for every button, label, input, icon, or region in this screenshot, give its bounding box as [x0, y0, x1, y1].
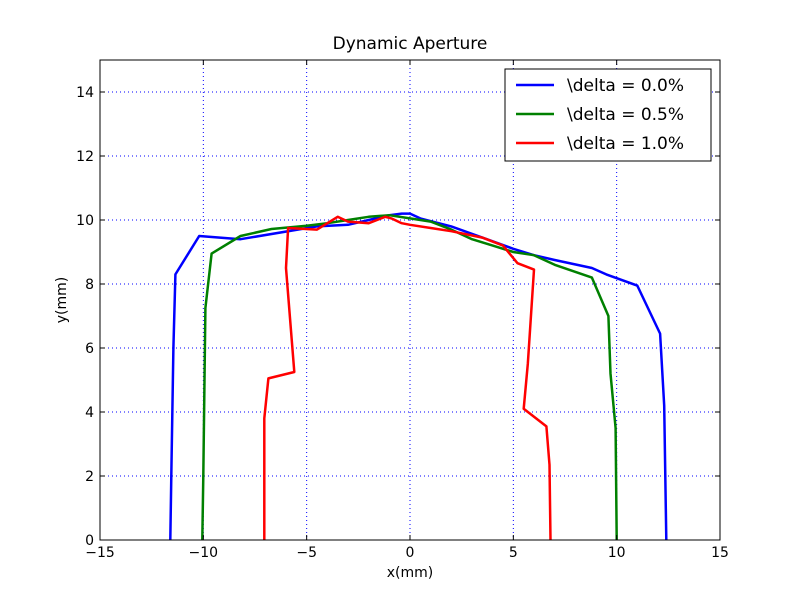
y-tick-label: 12: [76, 149, 94, 165]
series-lines: [169, 212, 668, 541]
chart-title: Dynamic Aperture: [333, 34, 488, 54]
legend: \delta = 0.0% \delta = 0.5% \delta = 1.0%: [504, 68, 712, 162]
legend-label-3: \delta = 1.0%: [567, 134, 684, 154]
y-tick-label: 0: [85, 533, 94, 549]
x-tick-label: 0: [406, 545, 415, 561]
x-axis-label: x(mm): [387, 565, 433, 581]
x-tick-label: −15: [85, 545, 115, 561]
legend-label-2: \delta = 0.5%: [567, 105, 684, 125]
x-tick-label: 5: [509, 545, 518, 561]
y-axis-label: y(mm): [54, 277, 70, 323]
series-line-3: [263, 215, 552, 541]
legend-label-1: \delta = 0.0%: [567, 76, 684, 96]
y-tick-label: 6: [85, 341, 94, 357]
series-line-2: [201, 213, 618, 541]
y-tick-label: 8: [85, 277, 94, 293]
axis-ticks: −15 −10 −5 0 5 10 15 0 2 4 6 8 10 12 14: [76, 60, 729, 561]
series-line-1: [169, 212, 668, 541]
y-tick-label: 14: [76, 85, 94, 101]
x-tick-label: −5: [296, 545, 317, 561]
y-tick-label: 2: [85, 469, 94, 485]
x-tick-label: 15: [711, 545, 729, 561]
y-tick-label: 4: [85, 405, 94, 421]
x-tick-label: −10: [189, 545, 219, 561]
y-tick-label: 10: [76, 213, 94, 229]
x-tick-label: 10: [608, 545, 626, 561]
